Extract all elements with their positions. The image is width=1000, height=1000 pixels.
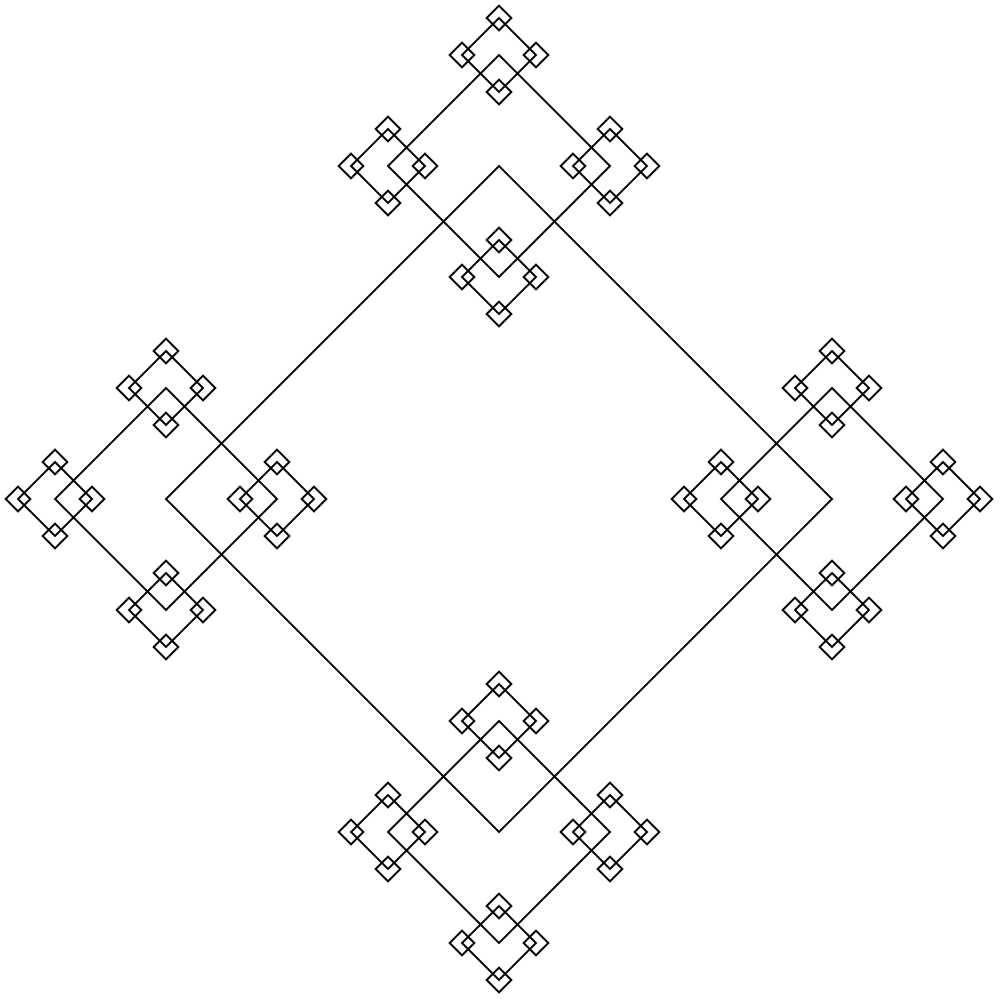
diamond-level-2 [127,571,205,649]
diamond-level-1 [53,386,279,612]
diamond-level-3 [633,818,661,846]
diamond-level-3 [485,4,513,32]
diamond-level-3 [226,485,254,513]
diamond-level-3 [374,781,402,809]
diamond-level-3 [485,744,513,772]
diamond-level-2 [127,349,205,427]
diamond-level-3 [263,522,291,550]
diamond-level-3 [522,707,550,735]
diamond-level-3 [189,374,217,402]
diamond-level-3 [78,485,106,513]
diamond-level-3 [855,374,883,402]
diamond-level-3 [41,522,69,550]
diamond-level-3 [115,596,143,624]
diamond-level-3 [485,78,513,106]
diamond-level-3 [892,485,920,513]
diamond-level-3 [522,41,550,69]
diamond-level-3 [485,966,513,994]
diamond-level-2 [460,682,538,760]
diamond-level-1 [386,719,612,945]
diamond-level-1 [719,386,945,612]
diamond-level-2 [793,571,871,649]
diamond-level-2 [904,460,982,538]
diamond-level-2 [238,460,316,538]
diamond-level-3 [707,448,735,476]
diamond-level-3 [374,855,402,883]
diamond-level-1 [386,53,612,279]
diamond-level-2 [571,793,649,871]
diamond-level-3 [855,596,883,624]
diamond-level-3 [522,929,550,957]
diamond-level-2 [460,904,538,982]
diamond-level-3 [670,485,698,513]
diamond-level-3 [596,189,624,217]
diamond-level-3 [818,559,846,587]
diamond-level-3 [189,596,217,624]
diamond-level-3 [337,152,365,180]
diamond-level-3 [152,411,180,439]
diamond-level-2 [682,460,760,538]
diamond-level-3 [781,596,809,624]
diamond-level-3 [485,226,513,254]
diamond-level-2 [460,238,538,316]
diamond-level-3 [781,374,809,402]
diamond-level-3 [522,263,550,291]
diamond-level-3 [152,559,180,587]
diamond-level-3 [115,374,143,402]
diamond-level-3 [485,892,513,920]
diamond-level-3 [707,522,735,550]
diamond-level-3 [411,818,439,846]
diamond-level-3 [559,152,587,180]
diamond-level-3 [152,633,180,661]
diamond-level-2 [349,793,427,871]
diamond-level-3 [818,633,846,661]
diamond-level-2 [16,460,94,538]
diamond-level-3 [300,485,328,513]
diamond-level-3 [152,337,180,365]
diamond-level-3 [559,818,587,846]
diamond-level-3 [448,41,476,69]
diamond-level-3 [633,152,661,180]
diamond-level-3 [374,115,402,143]
diamond-level-2 [793,349,871,427]
diamond-level-0 [164,164,834,834]
diamond-fractal [4,4,994,994]
diamond-level-3 [596,781,624,809]
diamond-level-3 [337,818,365,846]
diamond-level-3 [448,263,476,291]
diamond-level-3 [411,152,439,180]
diamond-level-3 [485,300,513,328]
diamond-level-3 [4,485,32,513]
diamond-level-3 [485,670,513,698]
diamond-level-2 [571,127,649,205]
diamond-level-3 [818,337,846,365]
diamond-level-3 [374,189,402,217]
diamond-level-3 [448,707,476,735]
diamond-level-3 [41,448,69,476]
diamond-level-2 [460,16,538,94]
diamond-level-3 [263,448,291,476]
diamond-level-2 [349,127,427,205]
diamond-level-3 [596,855,624,883]
diamond-level-3 [596,115,624,143]
diamond-level-3 [929,522,957,550]
diamond-level-3 [818,411,846,439]
diamond-level-3 [929,448,957,476]
diamond-level-3 [966,485,994,513]
diamond-level-3 [448,929,476,957]
diamond-level-3 [744,485,772,513]
